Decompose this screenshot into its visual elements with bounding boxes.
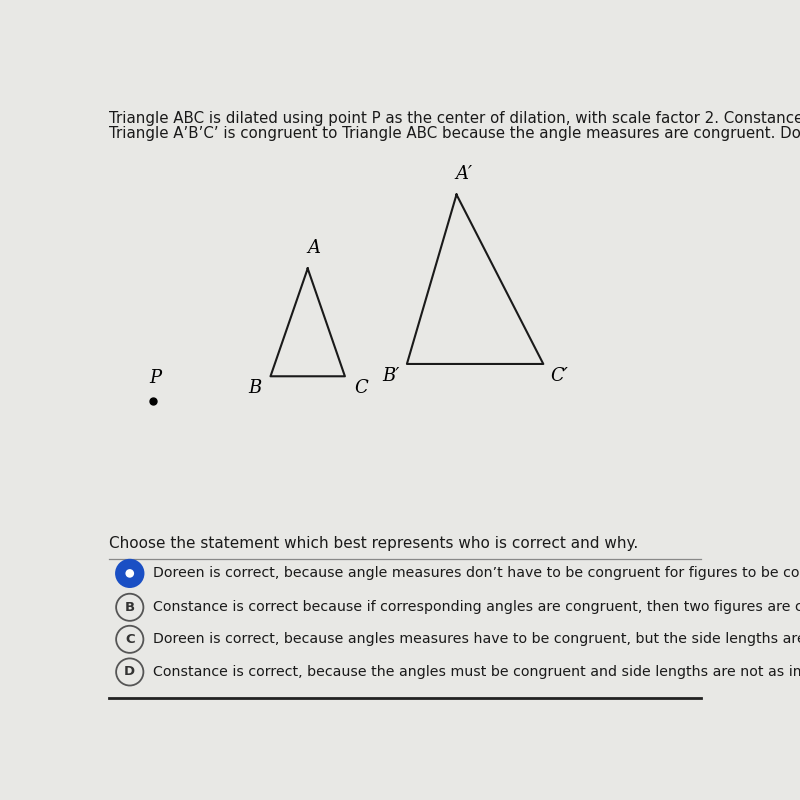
Text: C: C xyxy=(125,633,134,646)
Text: Doreen is correct, because angle measures don’t have to be congruent for figures: Doreen is correct, because angle measure… xyxy=(153,566,800,581)
Text: C: C xyxy=(354,379,368,398)
Circle shape xyxy=(126,569,134,578)
Text: B: B xyxy=(125,601,135,614)
Text: Choose the statement which best represents who is correct and why.: Choose the statement which best represen… xyxy=(110,537,638,551)
Text: B′: B′ xyxy=(382,367,399,385)
Text: A′: A′ xyxy=(455,166,473,183)
Text: B: B xyxy=(248,379,262,398)
Text: P: P xyxy=(149,370,162,387)
Text: Triangle A’B’C’ is congruent to Triangle ABC because the angle measures are cong: Triangle A’B’C’ is congruent to Triangle… xyxy=(110,126,800,141)
Text: A: A xyxy=(307,239,320,258)
Text: Triangle ABC is dilated using point P as the center of dilation, with scale fact: Triangle ABC is dilated using point P as… xyxy=(110,111,800,126)
Text: Constance is correct, because the angles must be congruent and side lengths are : Constance is correct, because the angles… xyxy=(153,665,800,679)
Circle shape xyxy=(116,560,143,587)
Text: C′: C′ xyxy=(550,367,569,385)
Text: Doreen is correct, because angles measures have to be congruent, but the side le: Doreen is correct, because angles measur… xyxy=(153,632,800,646)
Text: Constance is correct because if corresponding angles are congruent, then two fig: Constance is correct because if correspo… xyxy=(153,600,800,614)
Text: D: D xyxy=(124,666,135,678)
